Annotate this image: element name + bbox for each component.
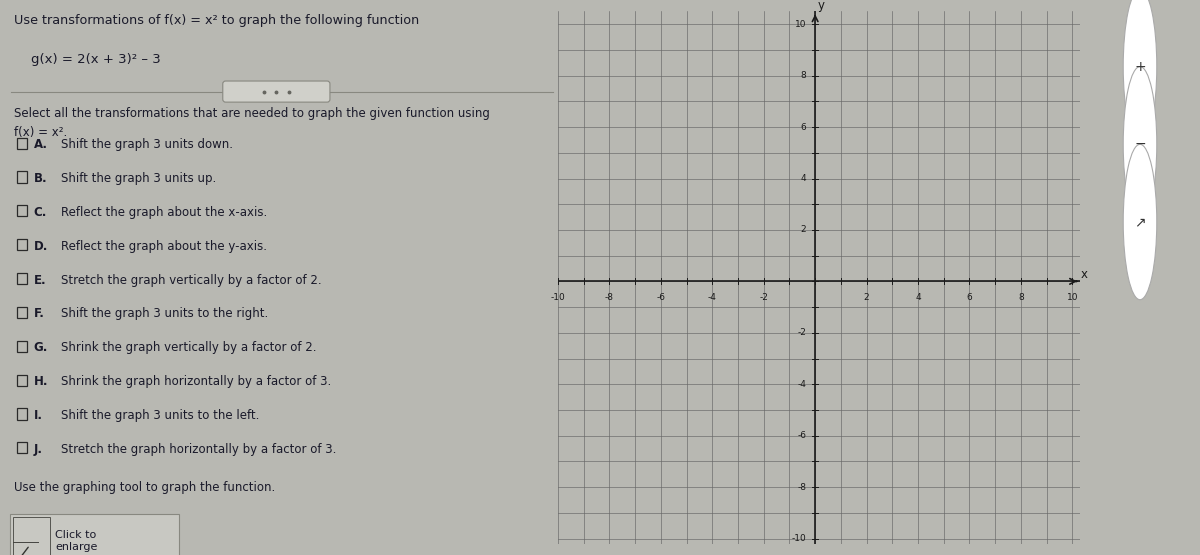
Text: +: + <box>1134 59 1146 74</box>
Text: −: − <box>1134 137 1146 152</box>
Text: I.: I. <box>34 409 43 422</box>
Text: 4: 4 <box>800 174 806 183</box>
Text: 10: 10 <box>1067 293 1078 302</box>
Text: Stretch the graph vertically by a factor of 2.: Stretch the graph vertically by a factor… <box>61 274 322 286</box>
Text: Shrink the graph horizontally by a factor of 3.: Shrink the graph horizontally by a facto… <box>61 375 331 388</box>
Text: J.: J. <box>34 443 43 456</box>
Text: Reflect the graph about the y-axis.: Reflect the graph about the y-axis. <box>61 240 266 253</box>
Text: Select all the transformations that are needed to graph the given function using: Select all the transformations that are … <box>14 107 490 119</box>
Text: G.: G. <box>34 341 48 354</box>
Bar <box>13 517 49 555</box>
Text: -6: -6 <box>656 293 665 302</box>
Text: 8: 8 <box>800 71 806 80</box>
Bar <box>17 138 28 149</box>
Text: Use the graphing tool to graph the function.: Use the graphing tool to graph the funct… <box>14 481 275 494</box>
Circle shape <box>1123 144 1157 300</box>
Bar <box>17 307 28 318</box>
Bar <box>17 442 28 453</box>
Text: Shift the graph 3 units to the right.: Shift the graph 3 units to the right. <box>61 307 268 320</box>
Text: Stretch the graph horizontally by a factor of 3.: Stretch the graph horizontally by a fact… <box>61 443 336 456</box>
Text: -10: -10 <box>791 534 806 543</box>
Bar <box>17 273 28 284</box>
Text: Reflect the graph about the x-axis.: Reflect the graph about the x-axis. <box>61 206 268 219</box>
Text: 6: 6 <box>800 123 806 132</box>
Text: B.: B. <box>34 172 48 185</box>
Text: y: y <box>818 0 826 12</box>
Text: A.: A. <box>34 138 48 151</box>
Text: C.: C. <box>34 206 47 219</box>
Text: H.: H. <box>34 375 48 388</box>
Bar <box>17 239 28 250</box>
Text: Click to
enlarge: Click to enlarge <box>55 530 97 552</box>
Text: 2: 2 <box>864 293 869 302</box>
Text: Use transformations of f(x) = x² to graph the following function: Use transformations of f(x) = x² to grap… <box>14 14 419 27</box>
Text: 8: 8 <box>1018 293 1024 302</box>
Text: 6: 6 <box>966 293 972 302</box>
Text: 10: 10 <box>794 20 806 29</box>
Text: E.: E. <box>34 274 47 286</box>
Circle shape <box>1123 0 1157 144</box>
Bar <box>17 171 28 183</box>
Text: -2: -2 <box>760 293 768 302</box>
Text: ↗: ↗ <box>1134 215 1146 229</box>
Text: Shift the graph 3 units down.: Shift the graph 3 units down. <box>61 138 233 151</box>
Text: -4: -4 <box>708 293 716 302</box>
Text: -8: -8 <box>797 482 806 492</box>
Circle shape <box>1123 67 1157 222</box>
Text: F.: F. <box>34 307 44 320</box>
FancyBboxPatch shape <box>223 81 330 102</box>
Text: Shift the graph 3 units up.: Shift the graph 3 units up. <box>61 172 216 185</box>
Text: -8: -8 <box>605 293 614 302</box>
Text: -10: -10 <box>551 293 565 302</box>
Text: Shift the graph 3 units to the left.: Shift the graph 3 units to the left. <box>61 409 259 422</box>
Text: D.: D. <box>34 240 48 253</box>
Text: -4: -4 <box>797 380 806 388</box>
Text: -2: -2 <box>797 329 806 337</box>
Text: g(x) = 2(x + 3)² – 3: g(x) = 2(x + 3)² – 3 <box>31 53 161 65</box>
Text: -6: -6 <box>797 431 806 440</box>
Text: Shrink the graph vertically by a factor of 2.: Shrink the graph vertically by a factor … <box>61 341 317 354</box>
Text: x: x <box>1080 269 1087 281</box>
Bar <box>17 375 28 386</box>
Bar <box>17 205 28 216</box>
Bar <box>17 408 28 420</box>
Text: 4: 4 <box>916 293 920 302</box>
Bar <box>17 341 28 352</box>
Text: 2: 2 <box>800 225 806 234</box>
FancyBboxPatch shape <box>10 514 179 555</box>
Text: f(x) = x².: f(x) = x². <box>14 126 67 139</box>
